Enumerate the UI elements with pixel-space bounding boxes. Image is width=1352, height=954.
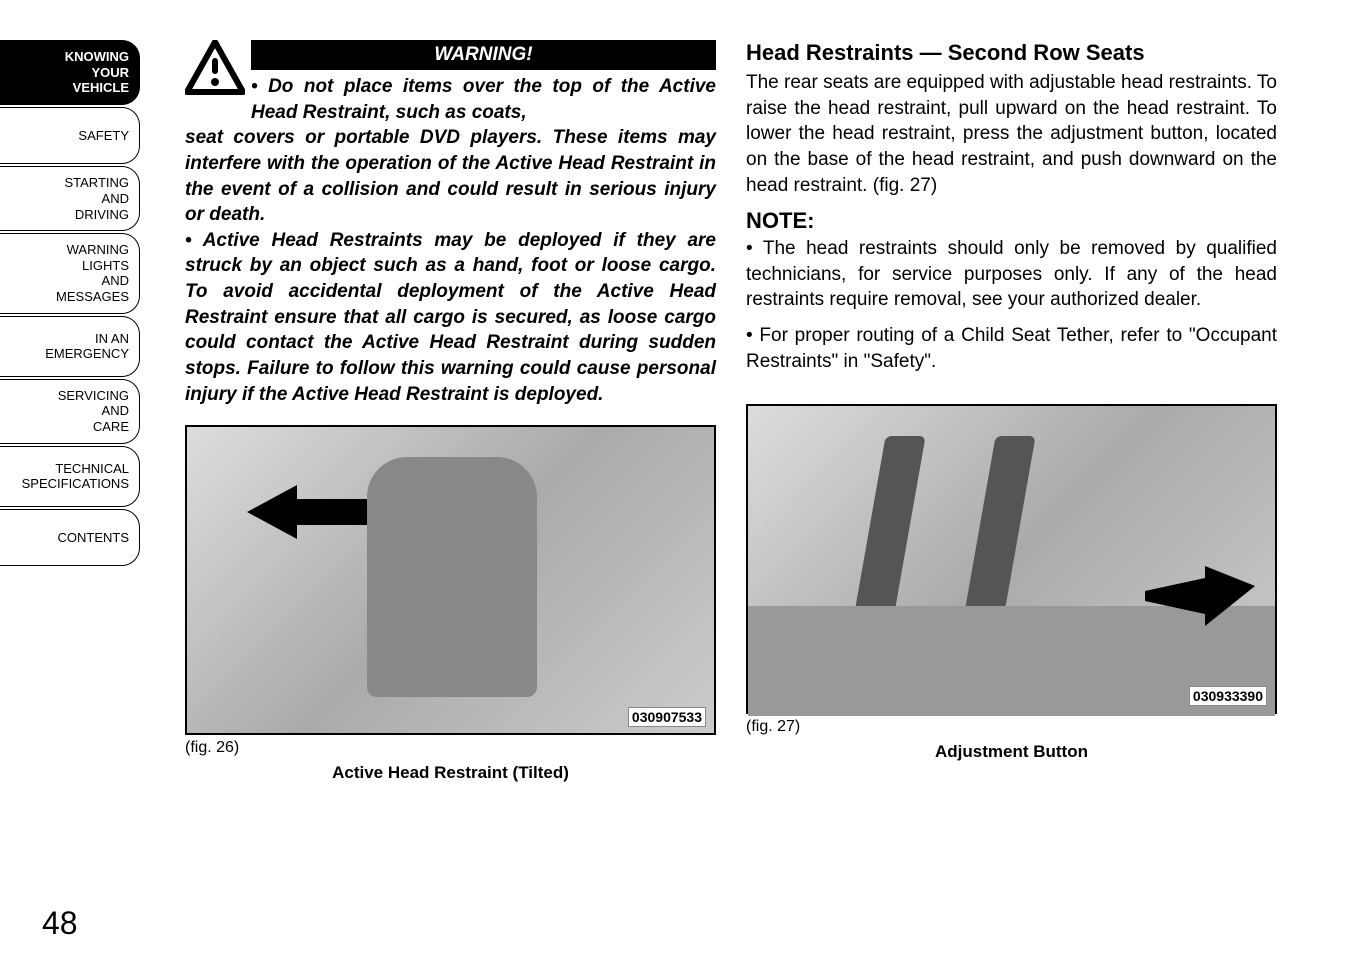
warning-bullet-1: • Do not place items over the top of the… (251, 74, 716, 125)
left-column: WARNING! • Do not place items over the t… (170, 40, 731, 934)
page-number: 48 (42, 905, 78, 942)
sidebar-tab-warning-lights[interactable]: WARNING LIGHTS AND MESSAGES (0, 233, 140, 313)
body-text-head-restraints: The rear seats are equipped with adjusta… (746, 70, 1277, 198)
figure-27-caption: Adjustment Button (746, 742, 1277, 762)
section-heading-head-restraints: Head Restraints — Second Row Seats (746, 40, 1277, 66)
warning-box: WARNING! • Do not place items over the t… (185, 40, 716, 407)
sidebar-tab-tech-specs[interactable]: TECHNICAL SPECIFICATIONS (0, 446, 140, 507)
manual-page: KNOWING YOUR VEHICLE SAFETY STARTING AND… (0, 0, 1352, 954)
figure-26-image: 030907533 (185, 425, 716, 735)
figure-26-imgnum: 030907533 (628, 707, 706, 727)
sidebar-tab-servicing[interactable]: SERVICING AND CARE (0, 379, 140, 444)
warning-header: WARNING! (251, 40, 716, 70)
figure-27-imgnum: 030933390 (1189, 686, 1267, 706)
figure-27-label: (fig. 27) (746, 718, 1277, 736)
note-item-1: • The head restraints should only be rem… (746, 236, 1277, 313)
figure-26-caption: Active Head Restraint (Tilted) (185, 763, 716, 783)
figure-27: 030933390 (fig. 27) Adjustment Button (746, 404, 1277, 762)
sidebar-tab-starting-driving[interactable]: STARTING AND DRIVING (0, 166, 140, 231)
sidebar-nav: KNOWING YOUR VEHICLE SAFETY STARTING AND… (0, 40, 140, 934)
sidebar-tab-safety[interactable]: SAFETY (0, 107, 140, 165)
right-column: Head Restraints — Second Row Seats The r… (731, 40, 1292, 934)
sidebar-tab-contents[interactable]: CONTENTS (0, 509, 140, 567)
figure-27-image: 030933390 (746, 404, 1277, 714)
note-item-2: • For proper routing of a Child Seat Tet… (746, 323, 1277, 374)
figure-26-label: (fig. 26) (185, 739, 716, 757)
sidebar-tab-emergency[interactable]: IN AN EMERGENCY (0, 316, 140, 377)
note-heading: NOTE: (746, 208, 1277, 234)
figure-26: 030907533 (fig. 26) Active Head Restrain… (185, 425, 716, 783)
sidebar-tab-knowing-vehicle[interactable]: KNOWING YOUR VEHICLE (0, 40, 140, 105)
content-area: WARNING! • Do not place items over the t… (140, 40, 1292, 934)
warning-body-text: seat covers or portable DVD players. The… (185, 125, 716, 407)
warning-triangle-icon (185, 40, 245, 96)
